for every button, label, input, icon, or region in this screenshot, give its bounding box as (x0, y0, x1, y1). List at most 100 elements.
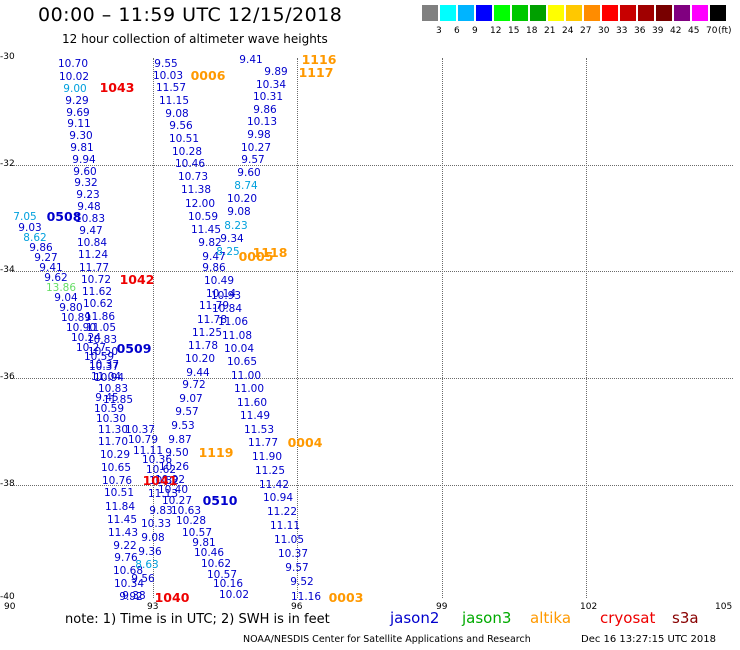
wave-height-value: 10.62 (145, 464, 177, 476)
generation-timestamp: Dec 16 13:27:15 UTC 2018 (581, 634, 716, 645)
wave-height-value: 9.56 (169, 120, 193, 132)
wave-height-value: 9.08 (227, 206, 251, 218)
wave-height-value: 10.24 (70, 332, 102, 344)
wave-height-value: 9.57 (285, 562, 309, 574)
wave-height-value: 10.03 (152, 70, 184, 82)
wave-height-value: 10.93 (210, 290, 242, 302)
wave-height-value: 10.20 (184, 353, 216, 365)
legend-label: 24 (562, 26, 574, 36)
wave-height-value: 11.84 (104, 501, 136, 513)
legend-label: 39 (652, 26, 664, 36)
wave-height-value: 8.25 (216, 246, 240, 258)
legend-swatch (638, 5, 654, 21)
wave-height-value: 8.23 (224, 220, 248, 232)
wave-height-value: 10.59 (83, 351, 115, 363)
wave-height-value: 10.70 (57, 58, 89, 70)
wave-height-value: 10.68 (112, 565, 144, 577)
wave-height-value: 10.37 (88, 361, 120, 373)
wave-height-value: 10.76 (101, 475, 133, 487)
wave-height-value: 9.04 (54, 292, 78, 304)
wave-height-value: 10.32 (148, 475, 180, 487)
wave-height-value: 11.05 (273, 534, 305, 546)
wave-height-value: 11.78 (187, 340, 219, 352)
wave-height-value: 10.62 (200, 558, 232, 570)
wave-height-value: 9.50 (165, 447, 189, 459)
wave-height-value: 10.83 (86, 334, 118, 346)
latitude-label: -38 (0, 479, 15, 489)
satellite-jason2: jason2 (390, 609, 440, 627)
wave-height-value: 9.76 (114, 552, 138, 564)
wave-height-value: 11.15 (158, 95, 190, 107)
wave-height-value: 10.62 (82, 298, 114, 310)
wave-height-value: 10.33 (140, 518, 172, 530)
wave-height-value: 9.60 (237, 167, 261, 179)
wave-height-value: 11.00 (230, 370, 262, 382)
wave-height-value: 9.87 (168, 434, 192, 446)
wave-height-value: 9.82 (198, 237, 222, 249)
pass-time-label: 0510 (202, 493, 238, 508)
wave-height-value: 10.29 (99, 449, 131, 461)
wave-height-value: 11.57 (155, 82, 187, 94)
pass-time-label: 1042 (119, 272, 155, 287)
wave-height-value: 10.28 (175, 515, 207, 527)
latitude-gridline (10, 485, 733, 486)
wave-height-value: 10.27 (161, 495, 193, 507)
legend-swatch (584, 5, 600, 21)
wave-height-value: 9.62 (44, 272, 68, 284)
wave-height-value: 10.34 (255, 79, 287, 91)
latitude-label: -34 (0, 265, 15, 275)
wave-height-value: 11.49 (239, 410, 271, 422)
wave-height-value: 10.31 (252, 91, 284, 103)
wave-height-value: 10.57 (181, 527, 213, 539)
wave-height-value: 9.48 (77, 201, 101, 213)
wave-height-plot: 10.70 10.02 9.00 9.29 9.69 9.11 9.30 9.81 9.94 9.… (10, 53, 733, 604)
pass-time-label: 1117 (298, 65, 334, 80)
wave-height-value: 11.79 (198, 300, 230, 312)
wave-height-value: 11.11 (269, 520, 301, 532)
latitude-gridline (10, 271, 733, 272)
wave-height-value: 10.27 (240, 142, 272, 154)
wave-height-value: 7.05 (13, 211, 37, 223)
wave-height-value: 11.60 (236, 397, 268, 409)
wave-height-value: 9.36 (138, 546, 162, 558)
wave-height-value: 9.69 (66, 107, 90, 119)
wave-height-value: 9.32 (74, 177, 98, 189)
wave-height-value: 10.72 (80, 274, 112, 286)
wave-height-value: 9.08 (141, 532, 165, 544)
longitude-gridline (586, 58, 587, 598)
wave-height-value: 11.24 (77, 249, 109, 261)
wave-height-value: 9.81 (70, 142, 94, 154)
wave-height-value: 9.47 (202, 251, 226, 263)
latitude-label: -32 (0, 159, 15, 169)
latitude-label: -36 (0, 372, 15, 382)
wave-height-value: 11.42 (258, 479, 290, 491)
pass-time-label: 1043 (99, 80, 135, 95)
legend-unit: (ft) (718, 26, 732, 36)
legend-swatch (548, 5, 564, 21)
wave-height-value: 11.30 (97, 424, 129, 436)
wave-height-value: 10.37 (124, 424, 156, 436)
wave-height-value: 13.86 (45, 282, 77, 294)
pass-time-label: 0003 (328, 590, 364, 605)
pass-time-label: 0509 (116, 341, 152, 356)
wave-height-value: 10.02 (218, 589, 250, 601)
wave-height-value: 11.05 (85, 322, 117, 334)
satellite-cryosat: cryosat (600, 609, 656, 627)
wave-height-value: 11.43 (107, 527, 139, 539)
pass-time-label: 1041 (142, 473, 178, 488)
wave-height-value: 10.36 (141, 454, 173, 466)
legend-swatch (620, 5, 636, 21)
wave-height-value: 10.50 (87, 346, 119, 358)
wave-height-value: 11.11 (132, 445, 164, 457)
wave-height-value: 12.00 (184, 198, 216, 210)
wave-height-value: 10.46 (174, 158, 206, 170)
longitude-gridline (442, 58, 443, 598)
legend-label: 12 (490, 26, 502, 36)
legend-label: 3 (436, 26, 442, 36)
wave-height-value: 11.45 (106, 514, 138, 526)
satellite-jason3: jason3 (462, 609, 512, 627)
map-title: 00:00 – 11:59 UTC 12/15/2018 (38, 4, 343, 26)
wave-height-value: 10.04 (223, 343, 255, 355)
wave-height-value: 9.72 (182, 379, 206, 391)
wave-height-value: 9.29 (65, 95, 89, 107)
